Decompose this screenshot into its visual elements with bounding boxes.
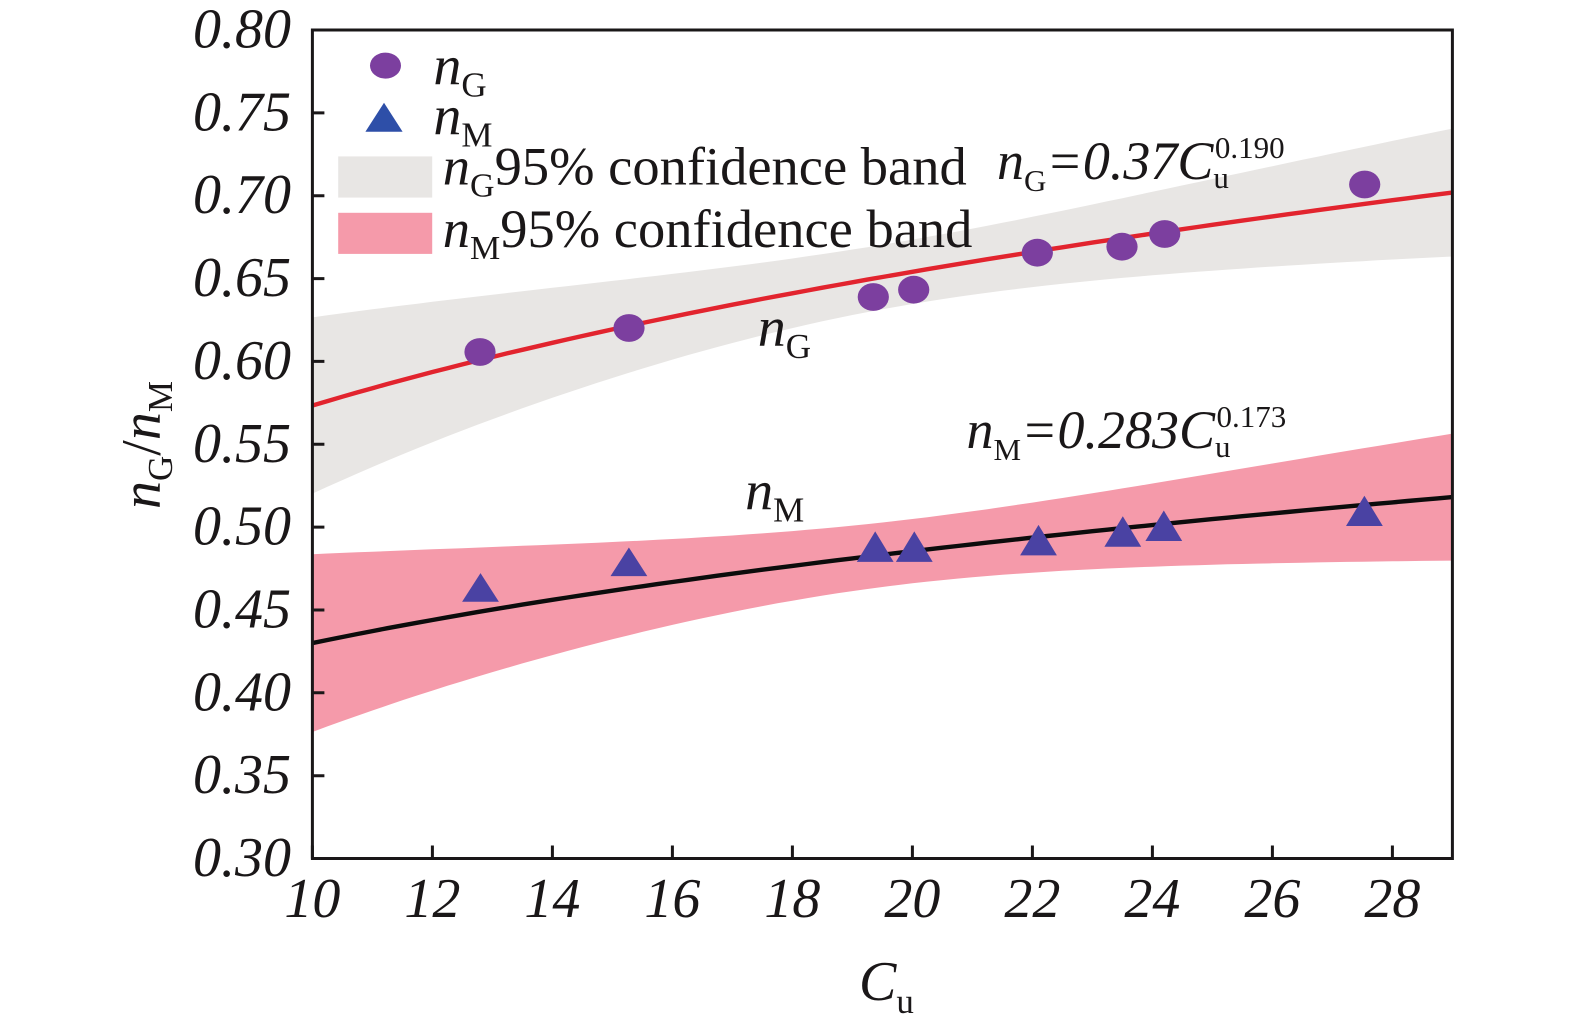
svg-text:0.60: 0.60 — [193, 330, 291, 392]
svg-text:0.55: 0.55 — [193, 413, 291, 475]
svg-text:nG95% confidence band: nG95% confidence band — [443, 136, 967, 205]
svg-text:nG: nG — [433, 36, 486, 105]
svg-text:28: 28 — [1364, 868, 1420, 930]
svg-text:nG: nG — [758, 297, 811, 366]
svg-text:0.30: 0.30 — [193, 827, 291, 889]
svg-text:24: 24 — [1124, 868, 1180, 930]
svg-text:0.65: 0.65 — [193, 247, 291, 309]
svg-text:18: 18 — [764, 868, 820, 930]
svg-text:nM=0.283Cu0.173: nM=0.283Cu0.173 — [967, 399, 1287, 467]
svg-text:22: 22 — [1004, 868, 1060, 930]
svg-text:nM95% confidence band: nM95% confidence band — [443, 198, 973, 267]
svg-text:12: 12 — [404, 868, 460, 930]
svg-text:14: 14 — [524, 868, 580, 930]
svg-text:nM: nM — [433, 85, 492, 154]
svg-text:16: 16 — [644, 868, 700, 930]
svg-text:0.70: 0.70 — [193, 164, 291, 226]
svg-text:26: 26 — [1244, 868, 1300, 930]
svg-text:0.80: 0.80 — [193, 0, 291, 61]
svg-text:0.45: 0.45 — [193, 579, 291, 641]
svg-text:10: 10 — [284, 868, 340, 930]
svg-text:0.75: 0.75 — [193, 81, 291, 143]
svg-text:nG=0.37Cu0.190: nG=0.37Cu0.190 — [997, 130, 1285, 198]
svg-text:0.40: 0.40 — [193, 661, 291, 723]
svg-text:nG/nM: nG/nM — [111, 381, 180, 509]
svg-text:0.50: 0.50 — [193, 496, 291, 558]
svg-text:20: 20 — [884, 868, 940, 930]
svg-text:0.35: 0.35 — [193, 744, 291, 806]
svg-text:nM: nM — [745, 460, 804, 529]
